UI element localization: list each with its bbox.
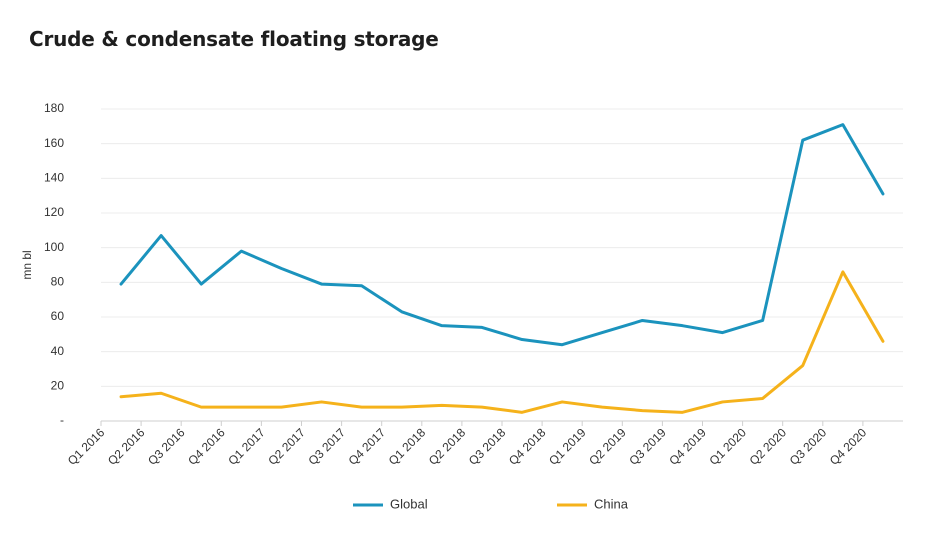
data-point-china: [320, 400, 323, 403]
legend-label-china: China: [594, 496, 629, 511]
data-point-global: [320, 283, 323, 286]
x-tick-label: Q2 2019: [586, 425, 629, 468]
data-point-china: [200, 406, 203, 409]
data-point-global: [881, 192, 884, 195]
x-tick-label: Q2 2016: [105, 425, 148, 468]
data-point-china: [881, 340, 884, 343]
x-tick-label: Q3 2016: [145, 425, 188, 468]
data-point-china: [400, 406, 403, 409]
data-point-global: [400, 310, 403, 313]
y-tick-label: 60: [51, 309, 65, 323]
x-tick-label: Q1 2020: [707, 425, 750, 468]
series-line-china: [119, 270, 885, 414]
data-point-global: [601, 331, 604, 334]
x-tick-label: Q4 2018: [506, 425, 549, 468]
y-tick-label: 100: [44, 240, 64, 254]
data-point-china: [841, 270, 844, 273]
data-point-global: [360, 284, 363, 287]
x-tick-label: Q1 2016: [65, 425, 108, 468]
y-tick-label: 20: [51, 379, 65, 393]
y-tick-label: 140: [44, 171, 64, 185]
x-tick-label: Q4 2016: [185, 425, 228, 468]
series-line-global: [119, 123, 885, 347]
data-point-global: [280, 267, 283, 270]
x-tick-label: Q3 2018: [466, 425, 509, 468]
y-axis-ticks: - 20 40 60 80 100 120 140 160 180: [44, 101, 64, 427]
data-point-china: [521, 411, 524, 414]
y-tick-label: 120: [44, 205, 64, 219]
legend: Global China: [353, 496, 629, 511]
data-point-china: [561, 400, 564, 403]
data-point-global: [561, 343, 564, 346]
data-point-china: [681, 411, 684, 414]
y-tick-label: 180: [44, 101, 64, 115]
data-point-global: [480, 326, 483, 329]
data-point-china: [641, 409, 644, 412]
x-tick-label: Q1 2019: [546, 425, 589, 468]
y-axis-label: mn bl: [20, 250, 34, 279]
data-point-china: [280, 406, 283, 409]
data-point-china: [721, 400, 724, 403]
data-point-global: [721, 331, 724, 334]
data-point-china: [801, 364, 804, 367]
x-tick-label: Q3 2019: [626, 425, 669, 468]
x-tick-label: Q4 2019: [666, 425, 709, 468]
gridlines: [101, 108, 903, 387]
data-point-global: [761, 319, 764, 322]
x-tick-label: Q2 2018: [426, 425, 469, 468]
x-tick-label: Q3 2020: [787, 425, 830, 468]
data-point-china: [360, 406, 363, 409]
data-point-china: [480, 406, 483, 409]
data-point-china: [240, 406, 243, 409]
x-tick-label: Q1 2017: [225, 425, 268, 468]
data-point-china: [761, 397, 764, 400]
x-tick-label: Q1 2018: [386, 425, 429, 468]
x-tick-label: Q4 2020: [827, 425, 870, 468]
data-point-global: [120, 283, 123, 286]
series-group: [119, 123, 885, 414]
chart-title: Crude & condensate floating storage: [29, 27, 439, 51]
data-point-global: [801, 139, 804, 142]
data-point-global: [200, 283, 203, 286]
y-tick-label: 80: [51, 275, 65, 289]
x-tick-label: Q2 2020: [747, 425, 790, 468]
data-point-global: [440, 324, 443, 327]
data-point-global: [160, 234, 163, 237]
y-tick-label: 160: [44, 136, 64, 150]
data-point-global: [240, 250, 243, 253]
data-point-global: [641, 319, 644, 322]
data-point-global: [681, 324, 684, 327]
data-point-global: [841, 123, 844, 126]
y-tick-label: -: [60, 413, 64, 427]
legend-label-global: Global: [390, 496, 428, 511]
data-point-china: [160, 392, 163, 395]
x-tick-label: Q4 2017: [346, 425, 389, 468]
data-point-global: [521, 338, 524, 341]
data-point-china: [440, 404, 443, 407]
y-tick-label: 40: [51, 344, 65, 358]
x-tick-label: Q2 2017: [265, 425, 308, 468]
data-point-china: [120, 395, 123, 398]
data-point-china: [601, 406, 604, 409]
x-tick-label: Q3 2017: [306, 425, 349, 468]
